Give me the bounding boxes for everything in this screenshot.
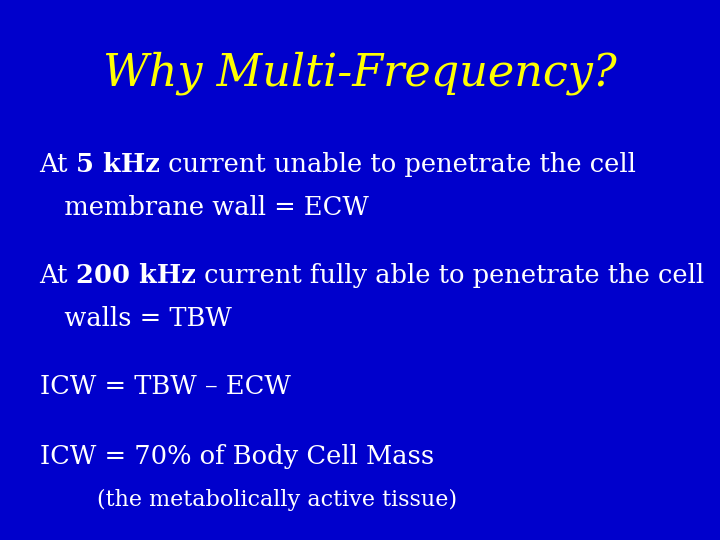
Text: 5 kHz: 5 kHz — [76, 152, 160, 177]
Text: Why Multi-Frequency?: Why Multi-Frequency? — [103, 51, 617, 94]
Text: 200 kHz: 200 kHz — [76, 263, 196, 288]
Text: walls = TBW: walls = TBW — [40, 306, 231, 331]
Text: membrane wall = ECW: membrane wall = ECW — [40, 195, 369, 220]
Text: (the metabolically active tissue): (the metabolically active tissue) — [40, 489, 456, 510]
Text: current unable to penetrate the cell: current unable to penetrate the cell — [160, 152, 636, 177]
Text: ICW = 70% of Body Cell Mass: ICW = 70% of Body Cell Mass — [40, 444, 434, 469]
Text: current fully able to penetrate the cell: current fully able to penetrate the cell — [196, 263, 704, 288]
Text: At: At — [40, 263, 76, 288]
Text: At: At — [40, 152, 76, 177]
Text: ICW = TBW – ECW: ICW = TBW – ECW — [40, 374, 290, 399]
